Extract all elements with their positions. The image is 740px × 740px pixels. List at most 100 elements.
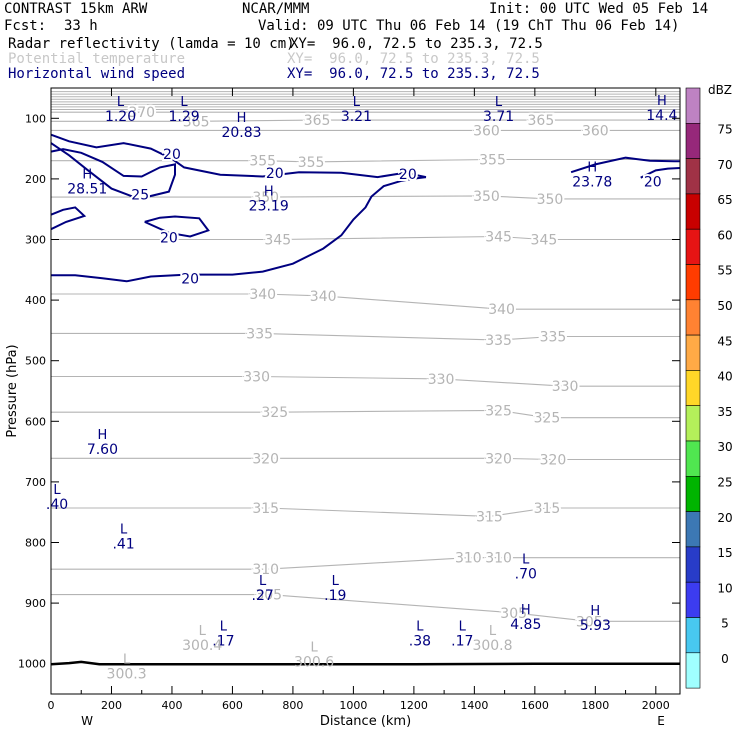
- theta-label: 340: [310, 289, 337, 305]
- x-end-label-west: W: [81, 714, 93, 728]
- colorbar-swatch: [685, 652, 701, 689]
- x-tick-label: 600: [222, 699, 243, 712]
- colorbar-swatch: [685, 158, 701, 195]
- colorbar-swatch: [685, 334, 701, 371]
- wind-extremum-marker: L: [522, 553, 530, 568]
- wind-extremum-marker: L: [332, 574, 340, 589]
- colorbar-swatch: [685, 123, 701, 159]
- colorbar-level-label: 10: [717, 581, 732, 595]
- field-wind-xy: XY= 96.0, 72.5 to 235.3, 72.5: [287, 66, 540, 82]
- y-tick-label: 1000: [18, 658, 46, 671]
- theta-label: 345: [264, 233, 291, 249]
- theta-label: 355: [298, 155, 325, 171]
- colorbar-level-label: 5: [721, 617, 729, 631]
- wind-extremum-marker: L: [495, 95, 503, 110]
- theta-label: 365: [304, 113, 331, 129]
- wind-extremum-value: 1.20: [105, 109, 136, 125]
- colorbar-swatch: [685, 511, 701, 548]
- theta-label: 350: [252, 190, 279, 206]
- y-tick-label: 100: [25, 112, 46, 125]
- wind-contour-20: [50, 206, 87, 231]
- theta-label: 360: [473, 123, 500, 139]
- wind-extremum-value: .41: [112, 536, 134, 552]
- colorbar-swatch: [685, 546, 701, 583]
- colorbar-level-label: 0: [721, 652, 729, 666]
- wind-extremum-marker: L: [53, 483, 61, 498]
- colorbar-swatch: [685, 617, 701, 654]
- wind-extremum-value: 28.51: [67, 181, 107, 197]
- wind-contour-label: 20: [163, 147, 181, 163]
- colorbar-swatch: [685, 405, 701, 442]
- x-tick-label: 1600: [521, 699, 549, 712]
- theta-label: 360: [582, 123, 609, 139]
- y-tick-label: 400: [25, 294, 46, 307]
- theta-label: 350: [537, 192, 564, 208]
- theta-extremum-marker: L: [199, 624, 207, 639]
- x-tick-label: 800: [282, 699, 303, 712]
- theta-label: 330: [552, 379, 579, 395]
- field-wind-name: Horizontal wind speed: [8, 66, 186, 82]
- wind-extremum-marker: L: [180, 95, 188, 110]
- x-tick-label: 200: [101, 699, 122, 712]
- wind-contours: [50, 133, 681, 283]
- wind-extremum-marker: L: [353, 95, 361, 110]
- wind-extremum-marker: L: [416, 619, 424, 634]
- theta-contour-345: [51, 235, 680, 241]
- wind-extremum-marker: L: [259, 574, 267, 589]
- theta-contour-325: [51, 409, 680, 419]
- wind-extremum-value: .19: [324, 588, 346, 604]
- wind-contour-label: 20: [181, 271, 199, 287]
- theta-extremum-value: 300.8: [472, 638, 512, 654]
- wind-extremum-value: 3.71: [483, 109, 514, 125]
- theta-label: 310: [455, 551, 482, 567]
- wind-extremum-marker: H: [82, 167, 92, 182]
- theta-extremum-value: 300.3: [107, 667, 147, 683]
- wind-extremum-marker: L: [220, 619, 228, 634]
- colorbar-level-label: 40: [717, 370, 732, 384]
- forecast-hour: 33 h: [64, 18, 98, 34]
- theta-label: 320: [485, 451, 512, 467]
- x-tick-label: 1200: [400, 699, 428, 712]
- theta-label: 355: [479, 153, 506, 169]
- wind-extremum-value: 4.85: [510, 617, 541, 633]
- theta-label: 330: [243, 369, 270, 385]
- theta-contours: [51, 91, 680, 622]
- field-radar-xy: XY= 96.0, 72.5 to 235.3, 72.5: [290, 36, 543, 52]
- theta-contour-315: [51, 507, 680, 517]
- x-tick-label: 400: [161, 699, 182, 712]
- y-tick-label: 200: [25, 173, 46, 186]
- theta-contour-350: [51, 195, 680, 200]
- theta-label: 315: [252, 501, 279, 517]
- theta-extremum-value: 300.4: [182, 638, 222, 654]
- wind-extremum-value: 3.21: [341, 109, 372, 125]
- theta-label: 335: [540, 329, 567, 345]
- wind-contour-label: 20: [160, 231, 178, 247]
- wind-extremum-marker: H: [590, 604, 600, 619]
- colorbar-swatch: [685, 299, 701, 336]
- y-tick-label: 300: [25, 234, 46, 247]
- y-tick-label: 500: [25, 355, 46, 368]
- x-tick-label: 1000: [339, 699, 367, 712]
- theta-label: 370: [128, 105, 155, 121]
- wind-extremum-value: 14.4: [646, 108, 677, 124]
- y-tick-label: 800: [25, 537, 46, 550]
- theta-contour-335: [51, 332, 680, 341]
- wind-extremum-value: 7.60: [87, 442, 118, 458]
- colorbar-swatch: [685, 228, 701, 265]
- x-end-label-east: E: [657, 714, 665, 728]
- wind-extremum-value: 23.78: [572, 175, 612, 191]
- colorbar-level-label: 15: [717, 546, 732, 560]
- theta-contour-340: [51, 293, 680, 310]
- colorbar-swatch: [685, 264, 701, 301]
- theta-label: 335: [246, 326, 273, 342]
- init-time: Init: 00 UTC Wed 05 Feb 14: [489, 1, 709, 17]
- theta-label: 315: [476, 509, 503, 525]
- colorbar-label: dBZ: [708, 83, 732, 97]
- theta-label: 345: [485, 229, 512, 245]
- theta-extremum-marker: L: [489, 624, 497, 639]
- theta-label: 345: [531, 233, 558, 249]
- field-radar-name: Radar reflectivity (lamda = 10 cm): [8, 36, 295, 52]
- colorbar-level-label: 25: [717, 476, 732, 490]
- wind-extremum-marker: H: [264, 184, 274, 199]
